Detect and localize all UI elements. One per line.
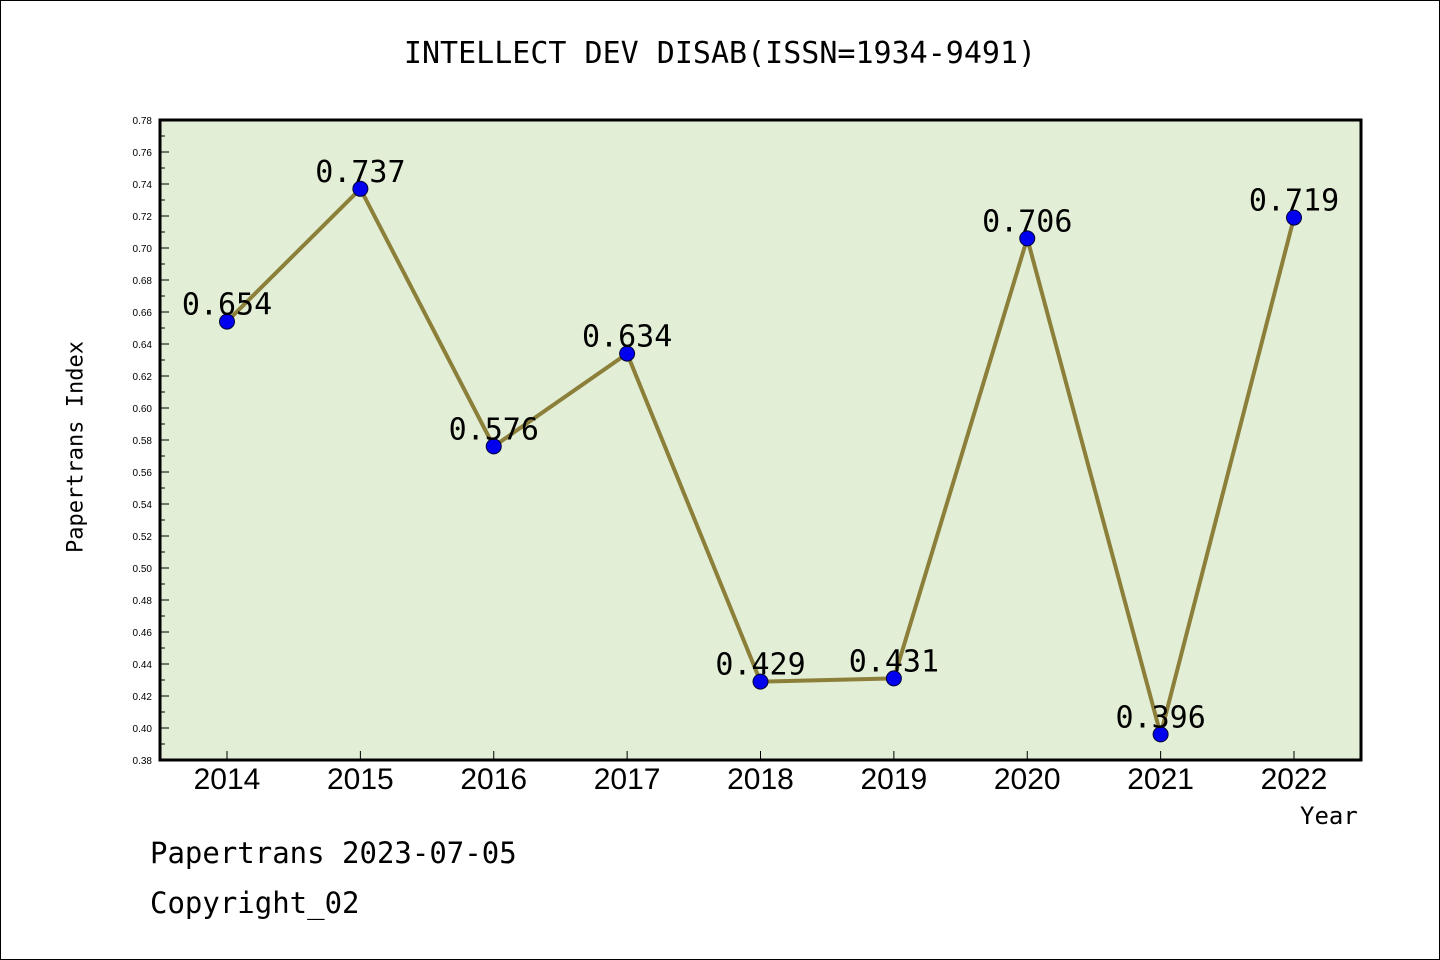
x-tick-label: 2015 xyxy=(327,763,394,796)
x-axis-label: Year xyxy=(1300,802,1358,830)
x-tick-label: 2014 xyxy=(194,763,261,796)
data-label: 0.576 xyxy=(449,412,539,447)
data-label: 0.431 xyxy=(849,644,939,679)
data-point xyxy=(619,345,636,362)
y-tick-label: 0.54 xyxy=(133,500,153,511)
x-tick-label: 2020 xyxy=(994,763,1061,796)
data-point xyxy=(752,673,769,690)
data-points xyxy=(219,180,1302,743)
data-label: 0.654 xyxy=(182,288,272,323)
footer-copyright: Copyright_02 xyxy=(150,886,360,920)
data-point xyxy=(1286,209,1302,226)
x-tick-label: 2018 xyxy=(727,763,794,796)
data-label: 0.634 xyxy=(582,320,672,355)
data-point xyxy=(352,180,369,197)
y-tick-label: 0.72 xyxy=(133,212,153,223)
plot-area xyxy=(160,120,1361,760)
y-tick-label: 0.40 xyxy=(133,724,153,735)
data-point xyxy=(219,313,235,330)
y-tick-label: 0.68 xyxy=(133,276,153,287)
y-tick-label: 0.48 xyxy=(133,596,153,607)
data-labels: 0.654 0.737 0.576 0.634 0.429 0.431 0.706 0.396… xyxy=(182,155,1339,736)
y-tick-label: 0.60 xyxy=(133,404,153,415)
y-tick-label: 0.58 xyxy=(133,436,153,447)
data-label: 0.429 xyxy=(715,648,805,683)
data-label: 0.719 xyxy=(1249,184,1339,219)
x-tick-label: 2021 xyxy=(1127,763,1194,796)
y-tick-label: 0.42 xyxy=(133,692,153,703)
y-tick-label: 0.70 xyxy=(133,244,153,255)
data-label: 0.737 xyxy=(315,155,405,190)
footer-date: Papertrans 2023-07-05 xyxy=(150,836,517,870)
x-tick-label: 2019 xyxy=(861,763,928,796)
data-point xyxy=(885,670,902,687)
x-tick-label: 2016 xyxy=(460,763,527,796)
x-axis-ticks: 2014 2015 2016 2017 2018 2019 2020 2021 2022 xyxy=(194,751,1328,796)
y-tick-label: 0.62 xyxy=(133,372,153,383)
data-point xyxy=(485,438,502,455)
y-tick-label: 0.74 xyxy=(133,180,153,191)
y-tick-label: 0.76 xyxy=(133,148,153,159)
x-tick-label: 2022 xyxy=(1261,763,1328,796)
y-tick-label: 0.38 xyxy=(133,756,153,767)
chart-title: INTELLECT DEV DISAB(ISSN=1934-9491) xyxy=(403,36,1037,71)
y-tick-label: 0.64 xyxy=(133,340,153,351)
y-tick-label: 0.50 xyxy=(133,564,153,575)
data-label: 0.706 xyxy=(982,204,1072,239)
y-tick-label: 0.44 xyxy=(133,660,153,671)
data-point xyxy=(1152,726,1169,743)
data-point xyxy=(1019,230,1036,247)
y-tick-label: 0.66 xyxy=(133,308,153,319)
y-tick-label: 0.46 xyxy=(133,628,153,639)
y-tick-label: 0.78 xyxy=(133,116,153,127)
plot-border xyxy=(158,118,1363,762)
y-tick-label: 0.52 xyxy=(133,532,153,543)
y-tick-label: 0.56 xyxy=(133,468,153,479)
data-label: 0.396 xyxy=(1115,700,1205,735)
x-tick-label: 2017 xyxy=(594,763,661,796)
